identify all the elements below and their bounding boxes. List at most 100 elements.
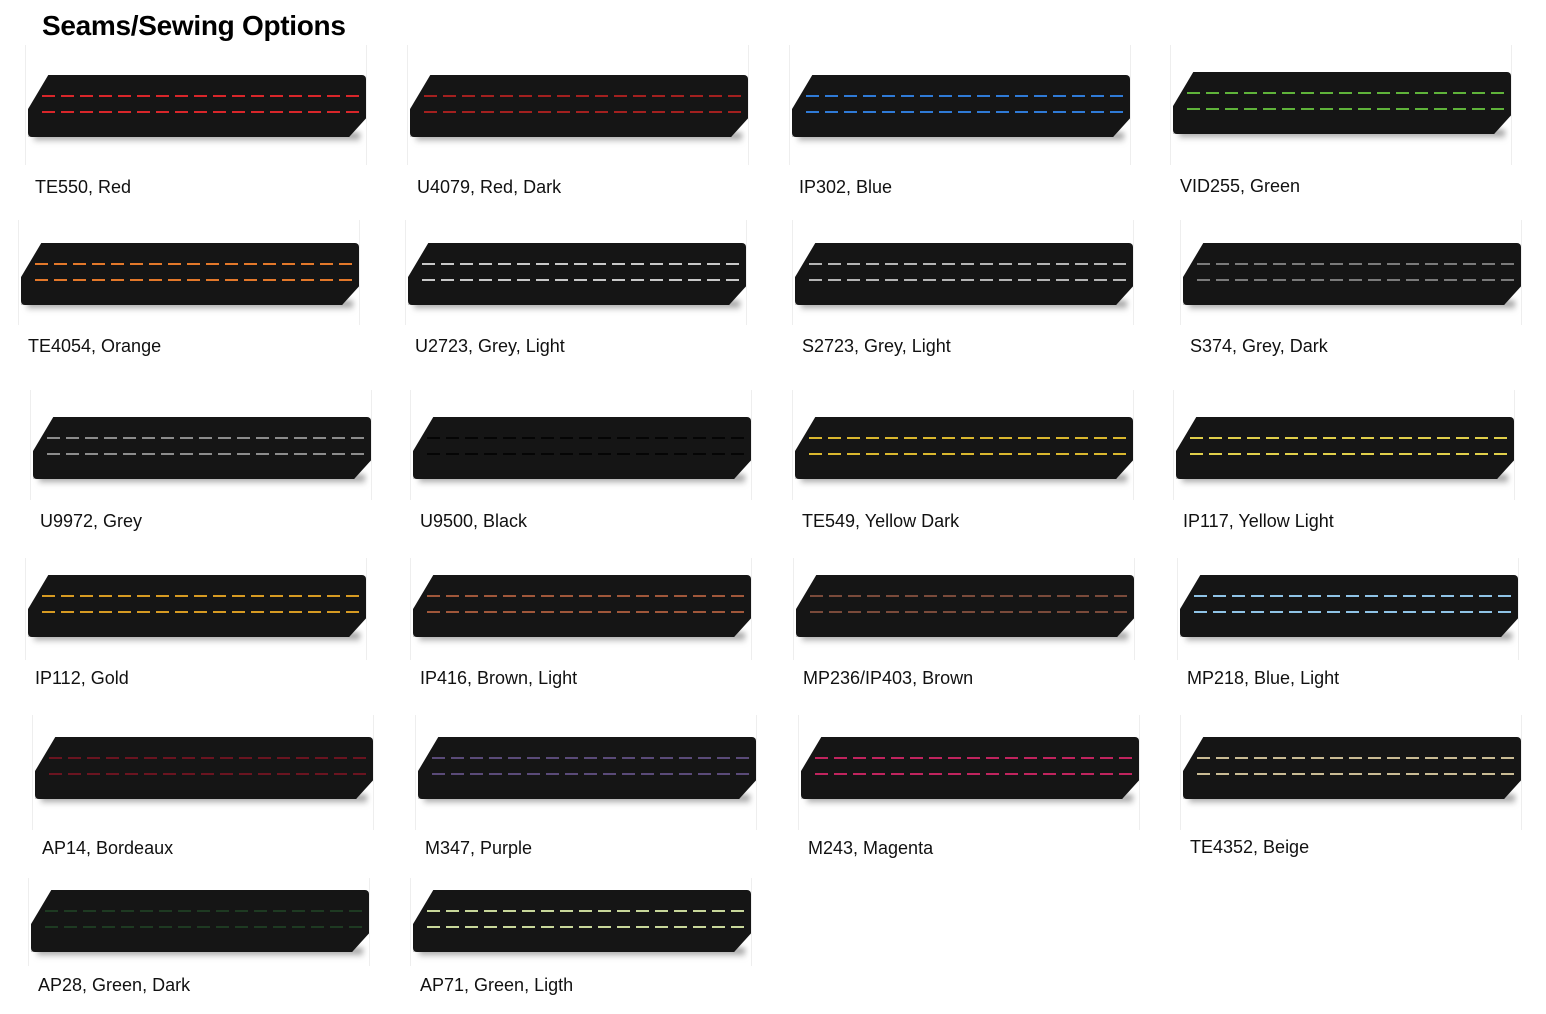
stitch-line-bottom [431, 773, 750, 775]
stitch-line-bottom [46, 453, 365, 455]
stitch-line-bottom [423, 111, 742, 113]
swatch-image [407, 45, 749, 165]
swatch-label: AP14, Bordeaux [42, 838, 174, 858]
stitch-line-bottom [41, 111, 360, 113]
strip-shadow [419, 948, 745, 958]
stitch-line-top [46, 437, 365, 439]
strip-shadow [34, 633, 360, 643]
stitch-line-bottom [1196, 773, 1515, 775]
swatch-label: AP71, Green, Ligth [420, 975, 574, 995]
stitch-line-top [1186, 92, 1505, 94]
leather-strip [408, 243, 746, 305]
swatch-label: TE4352, Beige [1190, 837, 1310, 857]
swatch-image [1177, 558, 1519, 660]
swatch-label: U9500, Black [420, 511, 528, 531]
stitch-line-bottom [421, 279, 740, 281]
stitch-line-top [431, 757, 750, 759]
strip-shadow [34, 133, 360, 143]
swatch-image [792, 220, 1134, 325]
stitch-line-top [1196, 263, 1515, 265]
leather-strip [1176, 417, 1514, 479]
swatch-image [25, 45, 367, 165]
leather-strip [21, 243, 359, 305]
stitch-line-top [809, 595, 1128, 597]
stitch-line-top [426, 595, 745, 597]
stitch-line-top [808, 263, 1127, 265]
swatch-image [1170, 45, 1512, 165]
stitch-line-top [34, 263, 353, 265]
leather-strip [792, 75, 1130, 137]
swatch-image [410, 558, 752, 660]
stitch-line-top [44, 910, 363, 912]
stitch-line-top [808, 437, 1127, 439]
swatch-label: IP112, Gold [35, 668, 129, 688]
strip-shadow [1186, 633, 1512, 643]
stitch-line-top [426, 910, 745, 912]
strip-shadow [802, 633, 1128, 643]
swatch-label: M243, Magenta [808, 838, 934, 858]
leather-strip [418, 737, 756, 799]
swatch-image [789, 45, 1131, 165]
stitch-line-top [426, 437, 745, 439]
leather-strip [795, 417, 1133, 479]
strip-shadow [424, 795, 750, 805]
stitch-line-bottom [809, 611, 1128, 613]
swatch-image [18, 220, 360, 325]
strip-shadow [1179, 130, 1505, 140]
leather-strip [31, 890, 369, 952]
stitch-line-top [1189, 437, 1508, 439]
swatch-label: IP117, Yellow Light [1183, 511, 1334, 531]
stitch-line-bottom [1189, 453, 1508, 455]
stitch-line-bottom [44, 926, 363, 928]
strip-shadow [1182, 475, 1508, 485]
swatch-image [792, 390, 1134, 500]
stitch-line-bottom [426, 453, 745, 455]
strip-shadow [419, 475, 745, 485]
swatch-label: MP218, Blue, Light [1187, 668, 1340, 688]
swatch-label: MP236/IP403, Brown [803, 668, 974, 688]
stitch-line-bottom [48, 773, 367, 775]
stitch-line-top [421, 263, 740, 265]
strip-shadow [41, 795, 367, 805]
strip-shadow [37, 948, 363, 958]
strip-shadow [416, 133, 742, 143]
swatch-label: IP302, Blue [799, 177, 893, 197]
stitch-line-bottom [41, 611, 360, 613]
swatch-label: U2723, Grey, Light [415, 336, 565, 356]
leather-strip [410, 75, 748, 137]
swatch-image [32, 715, 374, 830]
swatch-image [415, 715, 757, 830]
stitch-line-top [1193, 595, 1512, 597]
stitch-line-top [41, 95, 360, 97]
leather-strip [413, 890, 751, 952]
swatch-image [793, 558, 1135, 660]
leather-strip [413, 417, 751, 479]
leather-strip [1180, 575, 1518, 637]
stitch-line-bottom [808, 279, 1127, 281]
stitch-line-bottom [426, 926, 745, 928]
stitch-line-top [41, 595, 360, 597]
strip-shadow [798, 133, 1124, 143]
leather-strip [795, 243, 1133, 305]
swatch-label: S2723, Grey, Light [802, 336, 951, 356]
swatch-label: M347, Purple [425, 838, 533, 858]
stitch-line-top [1196, 757, 1515, 759]
leather-strip [28, 575, 366, 637]
strip-shadow [39, 475, 365, 485]
strip-shadow [414, 301, 740, 311]
strip-shadow [1189, 301, 1515, 311]
leather-strip [801, 737, 1139, 799]
stitch-line-bottom [1186, 108, 1505, 110]
swatch-image [1180, 715, 1522, 830]
leather-strip [1173, 72, 1511, 134]
stitch-line-bottom [814, 773, 1133, 775]
leather-strip [1183, 243, 1521, 305]
swatch-image [25, 558, 367, 660]
strip-shadow [801, 301, 1127, 311]
strip-shadow [1189, 795, 1515, 805]
stitch-line-top [814, 757, 1133, 759]
swatch-image [410, 878, 752, 966]
swatch-label: TE549, Yellow Dark [802, 511, 960, 531]
leather-strip [35, 737, 373, 799]
swatch-label: U9972, Grey [40, 511, 143, 531]
